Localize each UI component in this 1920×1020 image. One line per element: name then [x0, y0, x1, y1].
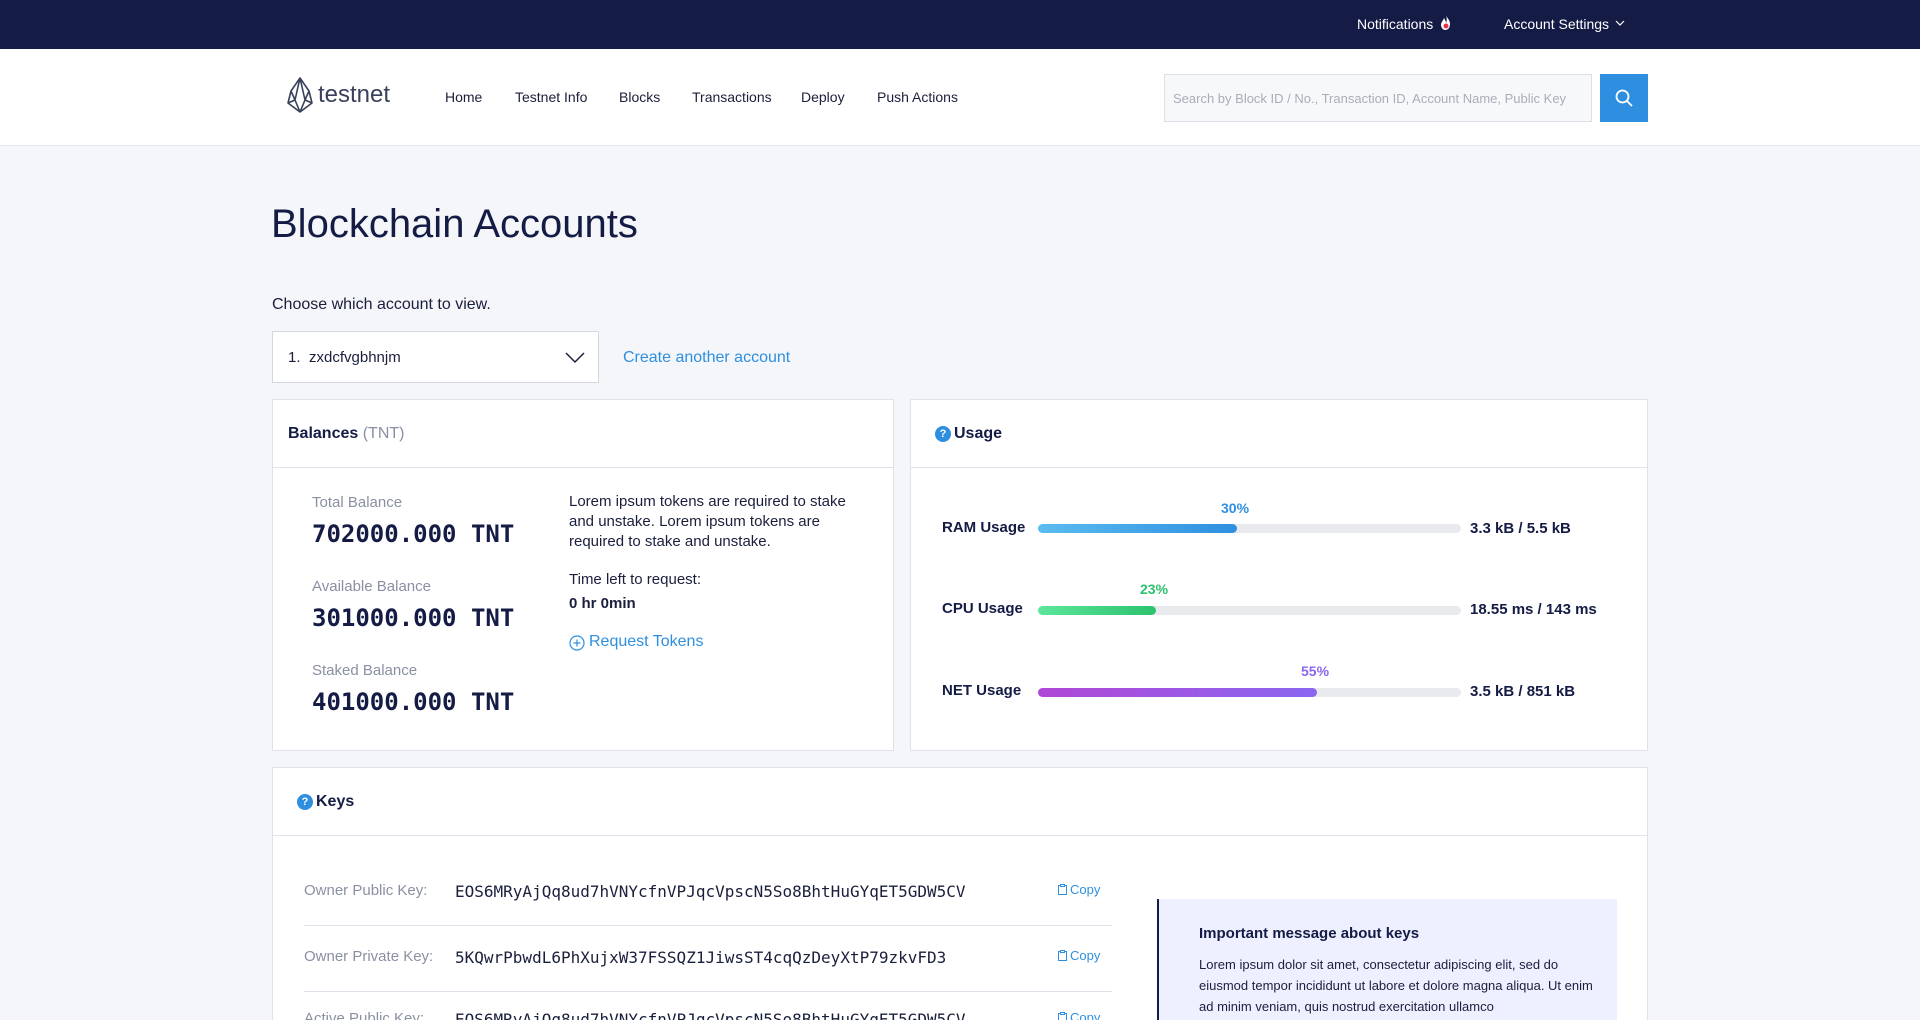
cpu-usage-bar — [1038, 606, 1461, 615]
total-balance-label: Total Balance — [312, 494, 403, 511]
message-title: Important message about keys — [1199, 925, 1420, 942]
top-bar: Notifications Account Settings — [0, 0, 1920, 49]
nav-item-deploy[interactable]: Deploy — [801, 89, 845, 105]
staked-balance-label: Staked Balance — [312, 662, 418, 679]
balances-title: Balances (TNT) — [288, 425, 405, 442]
net-usage-fill — [1038, 688, 1317, 697]
account-settings-menu[interactable]: Account Settings — [1504, 16, 1610, 32]
chevron-down-icon — [565, 352, 585, 364]
clipboard-icon — [1058, 1012, 1067, 1020]
nav-item-push-actions[interactable]: Push Actions — [877, 89, 958, 105]
search-button[interactable] — [1600, 74, 1648, 122]
usage-card-header: ? Usage — [911, 400, 1647, 468]
usage-title: Usage — [954, 425, 1003, 442]
search-input[interactable] — [1164, 74, 1592, 122]
notifications-link[interactable]: Notifications — [1357, 16, 1434, 32]
keys-card-header: ? Keys — [273, 768, 1647, 836]
ram-usage-fill — [1038, 524, 1237, 533]
ram-usage-value: 3.3 kB / 5.5 kB — [1470, 520, 1571, 537]
account-name: zxdcfvgbhnjm — [309, 349, 401, 366]
balances-unit-tag: (TNT) — [362, 425, 405, 442]
copy-button[interactable]: Copy — [1058, 882, 1100, 897]
account-number: 1. — [288, 349, 301, 366]
copy-button[interactable]: Copy — [1058, 948, 1100, 963]
usage-card: ? Usage 30% RAM Usage 3.3 kB / 5.5 kB 23… — [910, 399, 1648, 751]
time-left-label: Time left to request: — [569, 571, 701, 588]
page-title: Blockchain Accounts — [271, 202, 638, 246]
key-row: Owner Public Key: EOS6MRyAjQq8ud7hVNYcfn… — [304, 862, 1112, 926]
key-value[interactable]: EOS6MRyAjQq8ud7hVNYcfnVPJqcVpscN5So8BhtH… — [455, 1010, 966, 1020]
total-balance-value: 702000.000 TNT — [312, 520, 515, 548]
cpu-usage-label: CPU Usage — [942, 600, 1023, 617]
key-row: Active Public Key: EOS6MRyAjQq8ud7hVNYcf… — [304, 990, 1112, 1020]
key-label: Owner Private Key: — [304, 948, 434, 965]
plus-circle-icon — [569, 635, 585, 651]
ram-usage-label: RAM Usage — [942, 519, 1026, 536]
help-icon[interactable]: ? — [935, 426, 951, 442]
net-usage-value: 3.5 kB / 851 kB — [1470, 683, 1576, 700]
keys-important-message: Important message about keys Lorem ipsum… — [1157, 899, 1617, 1020]
clipboard-icon — [1058, 884, 1067, 895]
clipboard-icon — [1058, 950, 1067, 961]
balances-description: Lorem ipsum tokens are required to stake… — [569, 493, 846, 550]
help-icon[interactable]: ? — [297, 794, 313, 810]
key-value[interactable]: EOS6MRyAjQq8ud7hVNYcfnVPJqcVpscN5So8BhtH… — [455, 882, 966, 901]
balances-card: Balances (TNT) Total Balance 702000.000 … — [272, 399, 894, 751]
key-label: Active Public Key: — [304, 1010, 425, 1020]
ram-usage-percent: 30% — [1221, 500, 1250, 516]
copy-button[interactable]: Copy — [1058, 1010, 1100, 1020]
net-usage-percent: 55% — [1301, 663, 1330, 679]
chevron-down-icon[interactable] — [1615, 20, 1625, 27]
search-icon — [1615, 89, 1633, 107]
keys-title: Keys — [316, 793, 355, 810]
cpu-usage-percent: 23% — [1140, 581, 1169, 597]
net-usage-bar — [1038, 688, 1461, 697]
create-account-link[interactable]: Create another account — [623, 349, 791, 366]
nav-item-transactions[interactable]: Transactions — [692, 89, 772, 105]
cpu-usage-fill — [1038, 606, 1156, 615]
time-left-value: 0 hr 0min — [569, 595, 636, 612]
logo-text[interactable]: testnet — [318, 81, 391, 108]
choose-account-prompt: Choose which account to view. — [272, 296, 491, 313]
account-select[interactable]: 1. zxdcfvgbhnjm — [272, 331, 599, 383]
nav-item-testnet-info[interactable]: Testnet Info — [515, 89, 588, 105]
key-row: Owner Private Key: 5KQwrPbwdL6PhXujxW37F… — [304, 928, 1112, 992]
available-balance-value: 301000.000 TNT — [312, 604, 515, 632]
notification-flame-icon[interactable] — [1441, 15, 1450, 30]
balances-card-header: Balances (TNT) — [273, 400, 893, 468]
request-tokens-link[interactable]: Request Tokens — [569, 633, 703, 651]
main-nav: testnet Home Testnet Info Blocks Transac… — [0, 49, 1920, 146]
available-balance-label: Available Balance — [312, 578, 431, 595]
keys-card: ? Keys Owner Public Key: EOS6MRyAjQq8ud7… — [272, 767, 1648, 1020]
cpu-usage-value: 18.55 ms / 143 ms — [1470, 601, 1597, 618]
nav-item-home[interactable]: Home — [445, 89, 483, 105]
net-usage-label: NET Usage — [942, 682, 1022, 699]
key-label: Owner Public Key: — [304, 882, 428, 899]
message-body: Lorem ipsum dolor sit amet, consectetur … — [1199, 957, 1593, 1014]
eos-logo-icon[interactable] — [286, 76, 314, 114]
staked-balance-value: 401000.000 TNT — [312, 688, 515, 716]
ram-usage-bar — [1038, 524, 1461, 533]
key-value[interactable]: 5KQwrPbwdL6PhXujxW37FSSQZ1JiwsST4cqQzDey… — [455, 948, 947, 967]
nav-item-blocks[interactable]: Blocks — [619, 89, 661, 105]
